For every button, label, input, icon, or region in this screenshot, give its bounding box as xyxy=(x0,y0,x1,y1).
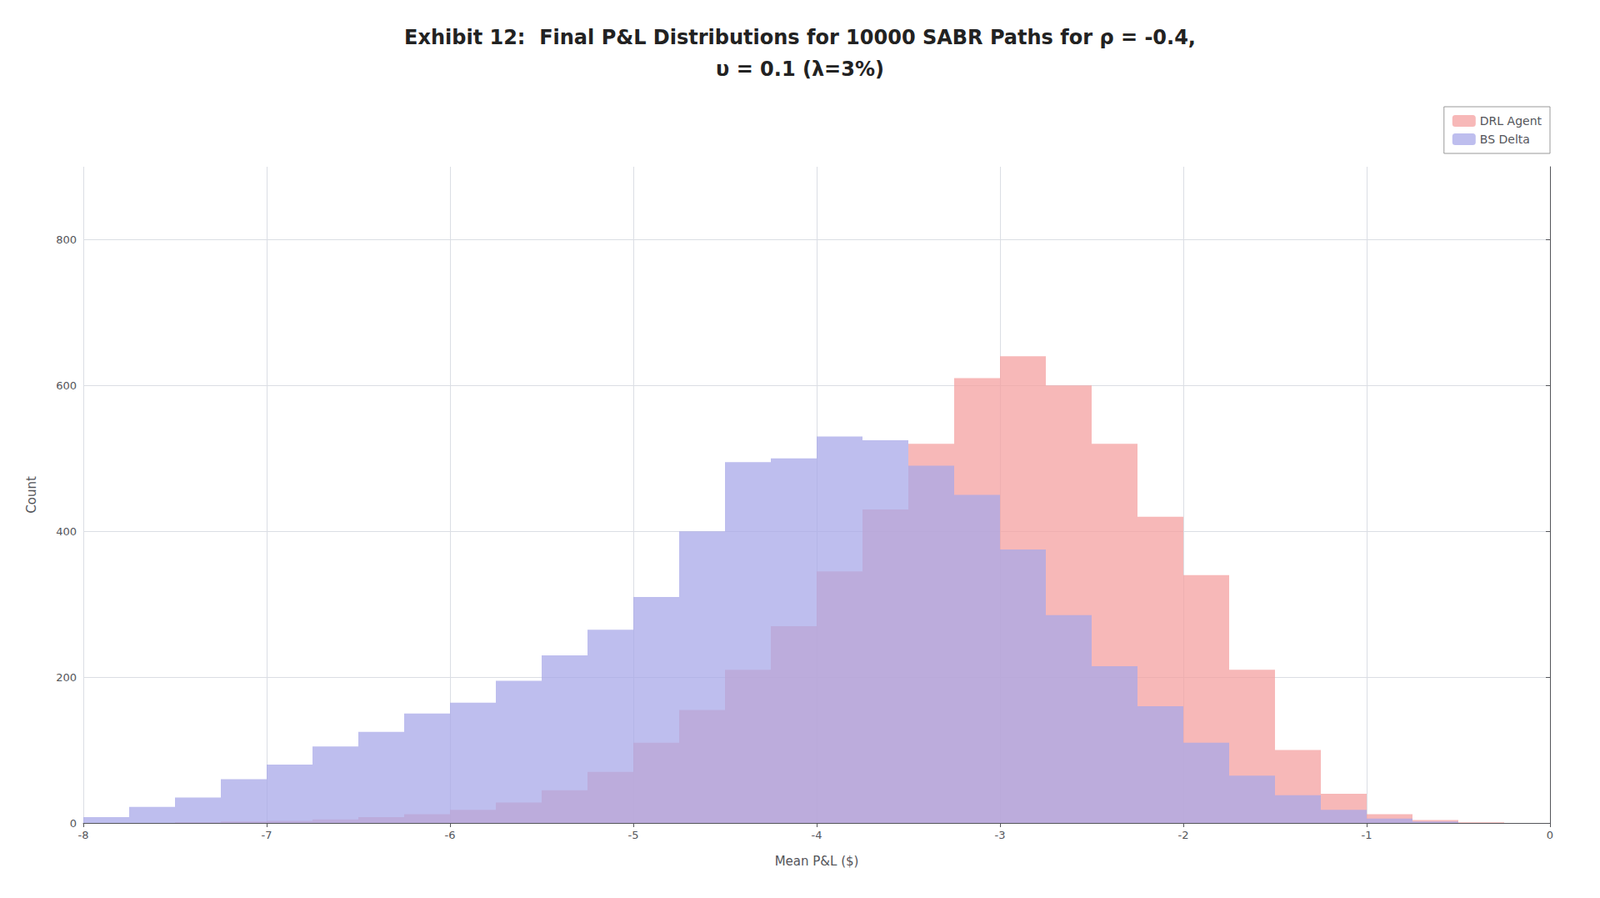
svg-text:υ = 0.1 (λ=3%): υ = 0.1 (λ=3%) xyxy=(715,57,885,81)
svg-text:-3: -3 xyxy=(995,828,1006,841)
svg-text:600: 600 xyxy=(55,379,77,392)
svg-text:-1: -1 xyxy=(1361,828,1373,841)
svg-text:0: 0 xyxy=(1546,828,1554,841)
svg-text:-6: -6 xyxy=(445,828,456,841)
svg-text:DRL Agent: DRL Agent xyxy=(1480,114,1543,128)
svg-text:-8: -8 xyxy=(78,828,90,841)
svg-text:Exhibit 12: Final P&L Distrib: Exhibit 12: Final P&L Distributions for … xyxy=(404,25,1196,50)
svg-text:800: 800 xyxy=(55,233,77,246)
svg-text:-7: -7 xyxy=(261,828,273,841)
svg-text:400: 400 xyxy=(55,525,77,538)
svg-text:-4: -4 xyxy=(811,828,823,841)
svg-text:Mean P&L ($): Mean P&L ($) xyxy=(775,853,860,869)
svg-text:200: 200 xyxy=(55,670,77,684)
svg-text:0: 0 xyxy=(70,816,77,830)
svg-text:-5: -5 xyxy=(628,828,640,841)
svg-text:BS Delta: BS Delta xyxy=(1480,132,1530,146)
svg-text:Count: Count xyxy=(24,475,40,514)
svg-text:-2: -2 xyxy=(1178,828,1190,841)
